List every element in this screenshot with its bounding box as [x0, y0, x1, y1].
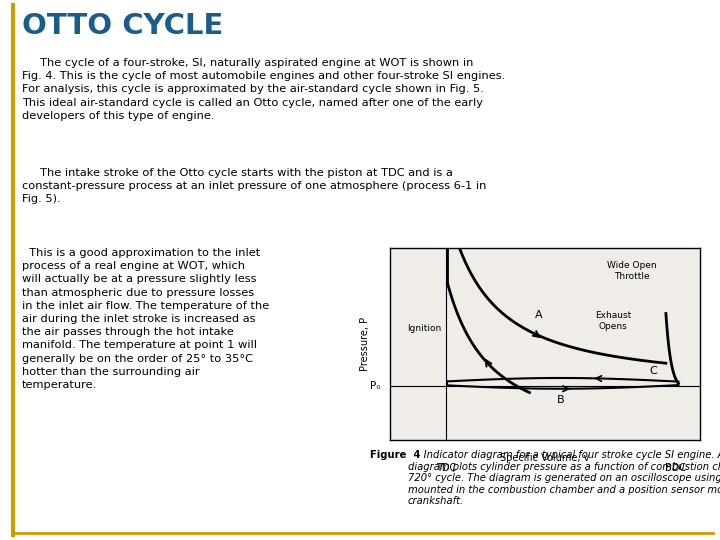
Text: The intake stroke of the Otto cycle starts with the piston at TDC and is a
const: The intake stroke of the Otto cycle star…	[22, 168, 487, 205]
Text: Wide Open
Throttle: Wide Open Throttle	[607, 261, 657, 281]
Text: B: B	[557, 395, 564, 404]
Text: Ignition: Ignition	[407, 324, 441, 333]
Text: Figure  4: Figure 4	[370, 450, 420, 460]
Text: Pressure, P: Pressure, P	[360, 317, 370, 371]
Text: A: A	[535, 310, 543, 320]
Text: The cycle of a four-stroke, SI, naturally aspirated engine at WOT is shown in
Fi: The cycle of a four-stroke, SI, naturall…	[22, 58, 505, 121]
Text: P₀: P₀	[370, 381, 381, 391]
Text: OTTO CYCLE: OTTO CYCLE	[22, 12, 223, 40]
Text: This is a good approximation to the inlet
process of a real engine at WOT, which: This is a good approximation to the inle…	[22, 248, 269, 390]
Text: Indicator diagram for a typical four stroke cycle SI engine. An indicator
diagra: Indicator diagram for a typical four str…	[408, 450, 720, 507]
Text: TDC: TDC	[436, 463, 456, 473]
Text: BDC: BDC	[665, 463, 685, 473]
Text: C: C	[649, 366, 657, 376]
Text: Specific Volume, v: Specific Volume, v	[500, 454, 590, 463]
Text: Exhaust
Opens: Exhaust Opens	[595, 311, 631, 330]
